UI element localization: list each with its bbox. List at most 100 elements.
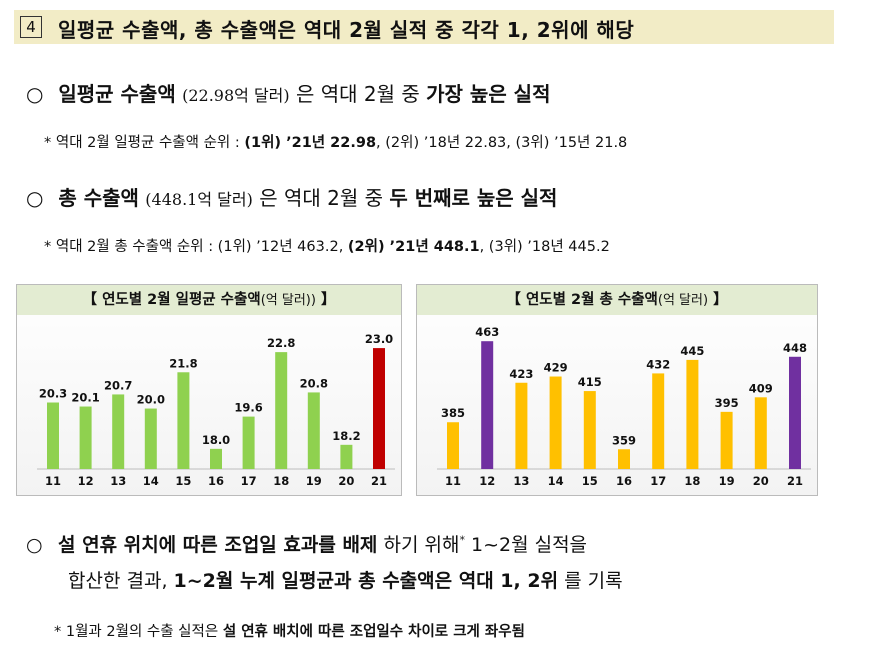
x-tick-12: 12: [78, 474, 94, 488]
bar-16: [618, 449, 630, 469]
bar-14: [549, 376, 562, 469]
point3-line2-bold: 1~2월 누계 일평균과 총 수출액은 역대 1, 2위: [173, 570, 559, 592]
bar-20: [340, 444, 353, 469]
bracket-close: 】: [713, 292, 728, 308]
x-tick-14: 14: [548, 474, 564, 488]
bar-17: [242, 416, 255, 469]
note1-rank1: (1위) ’21년 22.98: [244, 135, 377, 151]
chart-left-title: 연도별 2월 일평균 수출액: [102, 292, 261, 308]
bar-11: [47, 402, 59, 469]
bar-19: [720, 411, 733, 469]
data-label-11: 20.3: [39, 387, 67, 401]
data-label-19: 395: [715, 396, 739, 410]
bar-21: [373, 348, 385, 469]
x-tick-21: 21: [787, 474, 803, 488]
bullet-circle: ○: [26, 534, 43, 556]
point3-line2-normal: 합산한 결과,: [68, 570, 174, 592]
chart-right-header: 【 연도별 2월 총 수출액(억 달러) 】: [417, 285, 817, 315]
point3-normal-b: 1~2월 실적을: [470, 534, 588, 556]
note1-rest: , (2위) ’18년 22.83, (3위) ’15년 21.8: [376, 135, 628, 151]
bar-21: [789, 356, 801, 469]
bar-15: [583, 391, 596, 469]
x-tick-11: 11: [445, 474, 461, 488]
x-tick-17: 17: [650, 474, 666, 488]
note2-rank2: (2위) ’21년 448.1: [347, 239, 480, 255]
x-tick-20: 20: [338, 474, 354, 488]
footnote-star: *: [459, 533, 465, 547]
x-tick-15: 15: [582, 474, 598, 488]
point1-amount: (22.98억 달러): [182, 86, 290, 105]
point3-line2-tail: 를 기록: [564, 570, 623, 592]
x-tick-16: 16: [208, 474, 224, 488]
bar-13: [515, 382, 528, 469]
data-label-15: 21.8: [169, 356, 197, 370]
bracket-close: 】: [321, 292, 336, 308]
bar-16: [210, 448, 222, 469]
point3-bold-a: 설 연휴 위치에 따른 조업일 효과를 배제: [58, 534, 378, 556]
data-label-14: 20.0: [137, 393, 165, 407]
section-number: 4: [20, 16, 42, 38]
bar-20: [754, 397, 767, 469]
chart-daily-average: 20.3 11 20.1 12 20.7 13 20.0 14 21.8 15 18.0 16 19.6…: [37, 332, 395, 488]
x-tick-18: 18: [273, 474, 289, 488]
x-tick-14: 14: [143, 474, 159, 488]
data-label-21: 448: [783, 341, 807, 355]
bar-18: [275, 352, 288, 469]
point2-bold-subject: 총 수출액: [58, 186, 139, 210]
bar-18: [686, 359, 699, 469]
bar-15: [177, 372, 190, 469]
bar-11: [447, 422, 459, 469]
x-tick-11: 11: [45, 474, 61, 488]
point-total-exports: ○ 총 수출액 (448.1억 달러) 은 역대 2월 중 두 번째로 높은 실…: [26, 182, 557, 211]
note2-rest: , (3위) ’18년 445.2: [479, 239, 610, 255]
chart-panel-daily-average: 【 연도별 2월 일평균 수출액(억 달러)) 】 20.3 11 20.1 12 20…: [16, 284, 402, 496]
point3-normal-a: 하기 위해: [383, 534, 460, 556]
x-tick-19: 19: [719, 474, 735, 488]
bar-14: [144, 408, 157, 469]
data-label-11: 385: [441, 406, 465, 420]
chart-left-unit: (억 달러)): [260, 293, 316, 308]
section-heading: 4 일평균 수출액, 총 수출액은 역대 2월 실적 중 각각 1, 2위에 해…: [14, 10, 834, 44]
x-tick-19: 19: [306, 474, 322, 488]
bullet-circle: ○: [26, 186, 44, 210]
x-tick-15: 15: [175, 474, 191, 488]
note3-bold: 설 연휴 배치에 따른 조업일수 차이로 크게 좌우됨: [222, 624, 525, 640]
chart-panel-total-exports: 【 연도별 2월 총 수출액(억 달러) 】 385 11 463 12 423 13 42…: [416, 284, 818, 496]
point-daily-average: ○ 일평균 수출액 (22.98억 달러) 은 역대 2월 중 가장 높은 실적: [26, 78, 550, 107]
bar-17: [652, 373, 665, 469]
note-daily-ranking: * 역대 2월 일평균 수출액 순위 : (1위) ’21년 22.98, (2…: [44, 131, 627, 152]
x-tick-21: 21: [371, 474, 387, 488]
note2-prefix: * 역대 2월 총 수출액 순위 : (1위) ’12년 463.2,: [44, 239, 348, 255]
point2-amount: (448.1억 달러): [145, 190, 253, 209]
point1-text: 은 역대 2월 중: [296, 82, 427, 106]
note1-prefix: * 역대 2월 일평균 수출액 순위 :: [44, 135, 245, 151]
data-label-16: 18.0: [202, 433, 230, 447]
bar-19: [307, 392, 320, 469]
data-label-20: 409: [749, 381, 773, 395]
data-label-17: 19.6: [234, 401, 262, 415]
chart-left-header: 【 연도별 2월 일평균 수출액(억 달러)) 】: [17, 285, 401, 315]
bracket-open: 【: [82, 292, 98, 308]
x-tick-20: 20: [753, 474, 769, 488]
x-tick-16: 16: [616, 474, 632, 488]
data-label-15: 415: [578, 375, 602, 389]
data-label-12: 463: [475, 325, 499, 339]
bar-12: [79, 406, 92, 469]
bar-13: [112, 394, 125, 469]
data-label-19: 20.8: [300, 376, 328, 390]
bullet-circle: ○: [26, 82, 44, 106]
data-label-14: 429: [544, 361, 568, 375]
data-label-18: 22.8: [267, 336, 295, 350]
x-tick-12: 12: [479, 474, 495, 488]
data-label-12: 20.1: [71, 391, 99, 405]
chart-total-exports: 385 11 463 12 423 13 429 14 415 15 359 16 432 17 445 18…: [437, 325, 811, 488]
point-cumulative-line2: 합산한 결과, 1~2월 누계 일평균과 총 수출액은 역대 1, 2위 를 기…: [68, 566, 623, 593]
data-label-18: 445: [680, 344, 704, 358]
note3-prefix: * 1월과 2월의 수출 실적은: [54, 624, 223, 640]
point1-bold-subject: 일평균 수출액: [58, 82, 176, 106]
section-title: 일평균 수출액, 총 수출액은 역대 2월 실적 중 각각 1, 2위에 해당: [58, 18, 635, 42]
data-label-13: 20.7: [104, 378, 132, 392]
data-label-13: 423: [509, 367, 533, 381]
chart-right-unit: (억 달러): [657, 293, 709, 308]
data-label-16: 359: [612, 433, 636, 447]
